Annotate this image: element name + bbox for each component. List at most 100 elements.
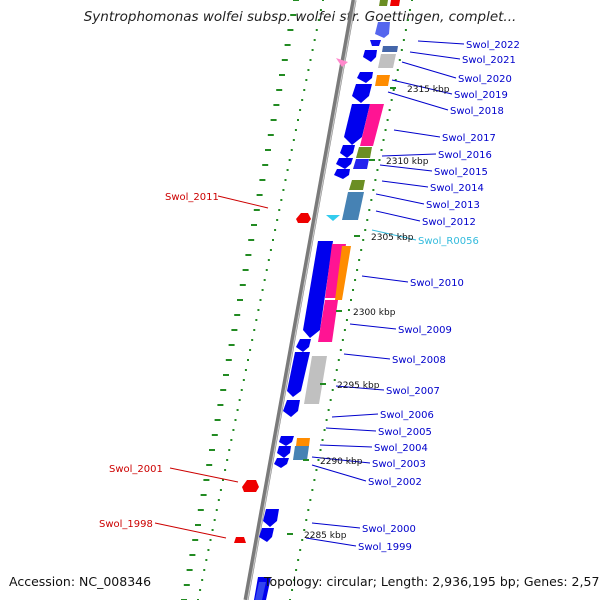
leader-line <box>169 467 239 483</box>
outer-tick-dots <box>197 0 413 600</box>
gene-label[interactable]: Swol_2016 <box>438 150 492 161</box>
gene-swol-2012-steel[interactable] <box>342 192 364 220</box>
gene-label[interactable]: Swol_2005 <box>378 427 432 438</box>
gene-label[interactable]: Swol_2021 <box>462 55 516 66</box>
track-dot <box>307 69 310 71</box>
track-dot <box>364 229 367 231</box>
gene-label[interactable]: Swol_2011 <box>165 192 219 203</box>
gene-swol-2006[interactable] <box>283 400 300 417</box>
track-dot <box>265 269 268 271</box>
track-dot <box>282 189 285 191</box>
gene-top-red[interactable] <box>390 0 400 6</box>
scale-tick-label: 2290 kbp <box>320 457 363 467</box>
gene-swol-2003-steel[interactable] <box>293 446 309 460</box>
track-dot <box>203 569 206 571</box>
leader-line <box>325 427 377 432</box>
gene-swol-2010-orange[interactable] <box>335 246 351 300</box>
gene-swol-2020-grey[interactable] <box>378 54 396 68</box>
gene-label[interactable]: Swol_2022 <box>466 40 520 51</box>
gene-top-olive[interactable] <box>379 0 388 6</box>
gene-swol-2000[interactable] <box>263 509 279 527</box>
gene-pink-top[interactable] <box>336 58 348 67</box>
gene-label[interactable]: Swol_2014 <box>430 183 484 194</box>
gene-swol-2003[interactable] <box>277 446 291 458</box>
gene-label[interactable]: Swol_1998 <box>99 519 153 530</box>
gene-swol-2014[interactable] <box>334 169 350 179</box>
track-dot <box>370 199 373 201</box>
track-dot <box>380 149 383 151</box>
gene-swol-1998[interactable] <box>234 537 246 543</box>
gene-label[interactable]: Swol_1999 <box>358 542 412 553</box>
gene-label[interactable]: Swol_2017 <box>442 133 496 144</box>
track-dot <box>290 149 293 151</box>
track-dot <box>240 389 243 391</box>
gene-swol-2011[interactable] <box>296 213 311 223</box>
gene-label[interactable]: Swol_2015 <box>434 167 488 178</box>
leader-line <box>154 522 227 539</box>
gene-swol-2021-rev[interactable] <box>375 22 390 38</box>
track-dot <box>232 429 235 431</box>
gene-label[interactable]: Swol_2001 <box>109 464 163 475</box>
gene-label[interactable]: Swol_2008 <box>392 355 446 366</box>
leader-line <box>375 193 425 205</box>
gene-label[interactable]: Swol_2002 <box>368 477 422 488</box>
track-dot <box>301 539 304 541</box>
leader-line <box>343 353 391 360</box>
gene-swol-2007-grey[interactable] <box>304 356 327 404</box>
gene-swol-2017[interactable] <box>344 104 370 145</box>
gene-swol-2010[interactable] <box>303 241 333 338</box>
track-dot <box>257 309 260 311</box>
gene-swol-2021[interactable] <box>363 50 377 62</box>
track-dot <box>301 99 304 101</box>
gene-bottom-blue-rev[interactable] <box>255 582 266 600</box>
gene-label[interactable]: Swol_2020 <box>458 74 512 85</box>
gene-swol-2019-orange[interactable] <box>375 75 390 86</box>
track-dot <box>272 239 274 241</box>
leader-line <box>371 229 417 241</box>
track-dot <box>238 399 241 401</box>
gene-swol-2007[interactable] <box>287 352 310 397</box>
gene-swol-2014-olive[interactable] <box>349 180 365 190</box>
gene-swol-2015-blue[interactable] <box>353 159 369 169</box>
gene-swol-2009[interactable] <box>296 339 311 352</box>
gene-label[interactable]: Swol_2004 <box>374 443 428 454</box>
gene-swol-2018[interactable] <box>352 84 372 103</box>
track-dot <box>226 459 229 461</box>
gene-label[interactable]: Swol_2009 <box>398 325 452 336</box>
gene-swol-2001[interactable] <box>242 480 259 492</box>
gene-label[interactable]: Swol_2012 <box>422 217 476 228</box>
gene-swol-2017-pink[interactable] <box>360 104 384 146</box>
gene-label[interactable]: Swol_2013 <box>426 200 480 211</box>
gene-swol-2022[interactable] <box>370 40 381 46</box>
track-dot <box>294 129 297 131</box>
gene-label[interactable]: Swol_2003 <box>372 459 426 470</box>
gene-swol-2020[interactable] <box>357 72 373 83</box>
leader-line <box>335 385 385 391</box>
track-dot <box>293 579 296 581</box>
gene-r0056[interactable] <box>326 215 340 221</box>
gene-swol-1999[interactable] <box>259 528 274 542</box>
track-dot <box>292 139 295 141</box>
track-dot <box>288 159 291 161</box>
gene-swol-2004[interactable] <box>279 436 294 446</box>
gene-swol-2008-pink[interactable] <box>318 300 338 342</box>
gene-swol-2016-olive[interactable] <box>356 147 372 158</box>
track-dot <box>319 449 322 451</box>
gene-label[interactable]: Swol_2019 <box>454 90 508 101</box>
gene-label[interactable]: Swol_R0056 <box>418 236 479 247</box>
track-dot <box>384 129 387 131</box>
gene-label[interactable]: Swol_2010 <box>410 278 464 289</box>
gene-swol-2004-orange[interactable] <box>296 438 310 446</box>
gene-label[interactable]: Swol_2006 <box>380 410 434 421</box>
gene-label[interactable]: Swol_2000 <box>362 524 416 535</box>
track-dot <box>408 9 411 11</box>
gene-swol-2015[interactable] <box>336 158 353 169</box>
track-dot <box>261 289 264 291</box>
gene-swol-2016[interactable] <box>340 145 355 158</box>
track-dot <box>372 189 375 191</box>
gene-swol-2002[interactable] <box>274 458 289 468</box>
gene-label[interactable]: Swol_2007 <box>386 386 440 397</box>
gene-swol-2021-steel[interactable] <box>382 46 398 52</box>
gene-label[interactable]: Swol_2018 <box>450 106 504 117</box>
